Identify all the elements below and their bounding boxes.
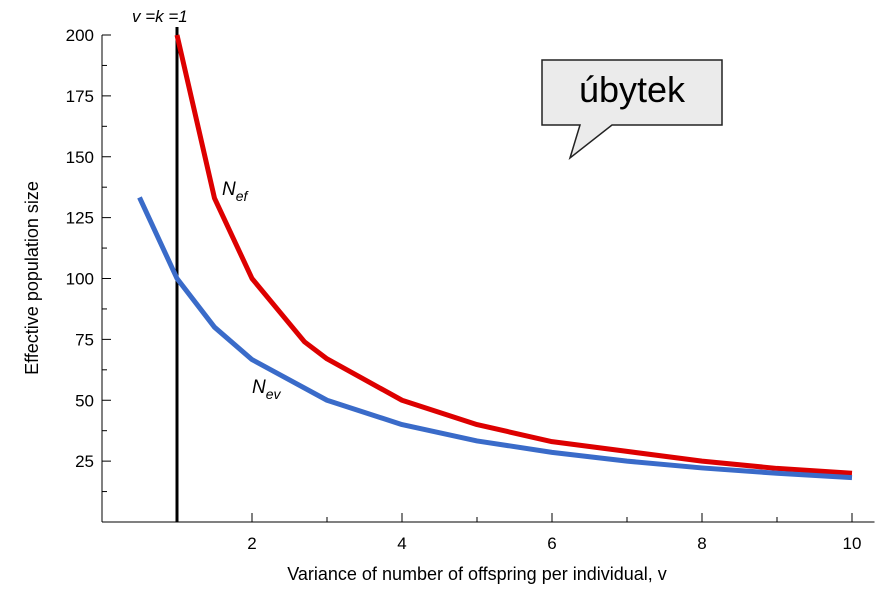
y-tick-label: 25 bbox=[75, 452, 94, 471]
label-main: N bbox=[252, 377, 266, 398]
callout-text: úbytek bbox=[579, 69, 686, 110]
x-tick-label: 6 bbox=[547, 534, 556, 553]
x-tick-label: 8 bbox=[697, 534, 706, 553]
label-sub: ef bbox=[236, 188, 250, 204]
x-tick-label: 10 bbox=[843, 534, 862, 553]
y-tick-label: 50 bbox=[75, 391, 94, 410]
y-tick-label: 75 bbox=[75, 330, 94, 349]
x-axis-label: Variance of number of offspring per indi… bbox=[287, 564, 667, 584]
label-sub: ev bbox=[266, 386, 282, 402]
vline-label: v =k =1 bbox=[132, 7, 188, 26]
x-tick-label: 4 bbox=[397, 534, 406, 553]
series-label: Nev bbox=[252, 377, 282, 402]
label-main: N bbox=[222, 179, 236, 200]
series-label: Nef bbox=[222, 179, 250, 204]
y-axis-label: Effective population size bbox=[22, 181, 42, 375]
y-tick-label: 125 bbox=[66, 209, 94, 228]
callout-bubble bbox=[541, 59, 723, 161]
y-tick-label: 175 bbox=[66, 87, 94, 106]
y-tick-label: 150 bbox=[66, 148, 94, 167]
line-series bbox=[137, 196, 853, 481]
y-tick-label: 100 bbox=[66, 270, 94, 289]
x-tick-label: 2 bbox=[247, 534, 256, 553]
line-series bbox=[174, 34, 853, 476]
y-tick-label: 200 bbox=[66, 26, 94, 45]
